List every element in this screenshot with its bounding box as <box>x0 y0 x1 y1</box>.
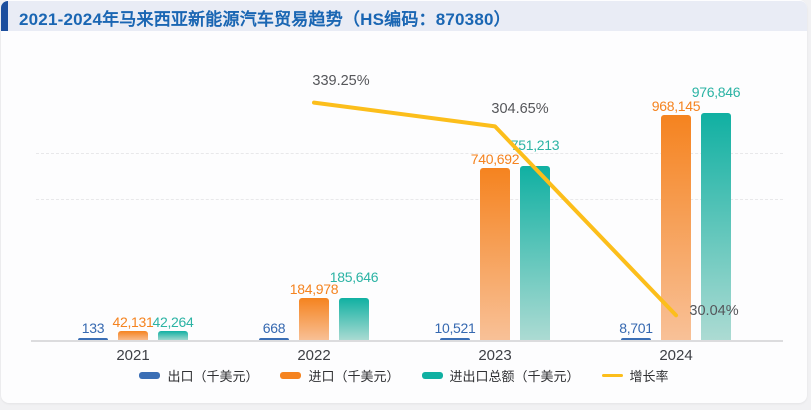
legend-item-进口千美元[interactable]: 进口（千美元） <box>280 366 400 385</box>
title-accent-bar <box>1 1 8 31</box>
value-label-total-2024: 976,846 <box>691 84 741 101</box>
legend-item-growth-rate[interactable]: 增长率 <box>601 366 669 385</box>
bar-total-2024[interactable] <box>701 113 731 341</box>
value-label-total-2023: 751,213 <box>510 136 560 153</box>
legend-label: 出口（千美元） <box>167 369 259 384</box>
bar-total-2022[interactable] <box>339 297 369 341</box>
growth-rate-label-2024: 30.04% <box>689 303 739 320</box>
legend-label: 进出口总额（千美元） <box>449 369 580 384</box>
bar-total-2021[interactable] <box>158 331 188 341</box>
bar-import-2023[interactable] <box>480 168 510 341</box>
x-axis-label-2024: 2024 <box>659 347 693 364</box>
legend-label: 增长率 <box>629 369 669 384</box>
x-axis-label-2022: 2022 <box>297 347 331 364</box>
title-band: 2021-2024年马来西亚新能源汽车贸易趋势（HS编码：870380） <box>1 1 807 31</box>
bar-export-2024[interactable] <box>621 337 651 341</box>
legend-bar-marker <box>280 372 302 379</box>
value-label-import-2024: 968,145 <box>651 98 701 115</box>
bar-import-2024[interactable] <box>661 115 691 341</box>
plot-area: 133 42,131 42,264 2021 668 184,978 185,646 2022… <box>1 0 807 403</box>
x-axis-line <box>31 340 783 342</box>
value-label-import-2021: 42,131 <box>112 314 154 331</box>
legend: 出口（千美元） 进口（千美元） 进出口总额（千美元） 增长率 <box>1 366 807 385</box>
bar-export-2023[interactable] <box>440 337 470 341</box>
chart-title: 2021-2024年马来西亚新能源汽车贸易趋势（HS编码：870380） <box>19 10 511 29</box>
legend-label: 进口（千美元） <box>308 369 400 384</box>
chart-card: 2021-2024年马来西亚新能源汽车贸易趋势（HS编码：870380） 133… <box>1 0 807 403</box>
growth-rate-label-2022: 339.25% <box>312 72 370 89</box>
legend-item-进出口总额千美元[interactable]: 进出口总额（千美元） <box>421 366 580 385</box>
legend-line-marker <box>601 373 623 378</box>
bar-import-2022[interactable] <box>299 297 329 341</box>
legend-bar-marker <box>139 372 161 379</box>
value-label-export-2022: 668 <box>262 319 286 336</box>
value-label-total-2022: 185,646 <box>329 268 379 285</box>
legend-item-出口千美元[interactable]: 出口（千美元） <box>139 366 258 385</box>
legend-bar-marker <box>421 372 443 379</box>
value-label-total-2021: 42,264 <box>152 314 194 331</box>
bar-export-2022[interactable] <box>259 337 289 341</box>
value-label-export-2023: 10,521 <box>434 319 476 336</box>
value-label-export-2024: 8,701 <box>619 319 653 336</box>
value-label-import-2023: 740,692 <box>470 151 520 168</box>
bar-total-2023[interactable] <box>520 165 550 341</box>
growth-rate-label-2023: 304.65% <box>491 101 549 118</box>
x-axis-label-2021: 2021 <box>116 347 150 364</box>
bar-import-2021[interactable] <box>118 331 148 341</box>
x-axis-label-2023: 2023 <box>478 347 512 364</box>
value-label-export-2021: 133 <box>81 319 105 336</box>
bar-export-2021[interactable] <box>78 337 108 341</box>
